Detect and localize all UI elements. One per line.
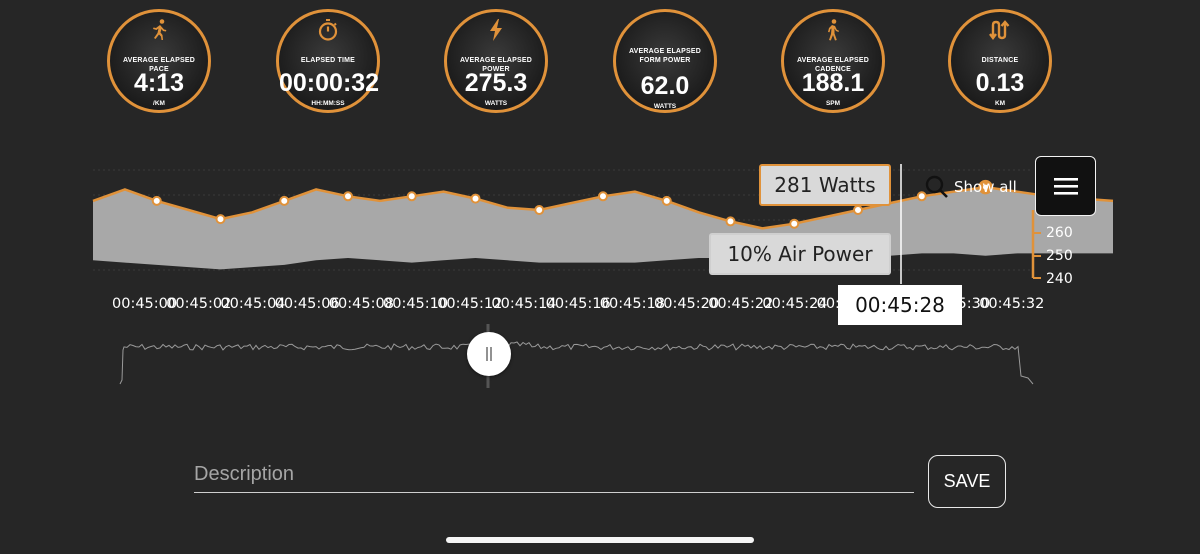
lightning-bolt-icon [447, 18, 545, 44]
x-tick-label: 00:45:04 [220, 296, 286, 312]
metric-unit: KM [994, 100, 1006, 107]
metric-value: 00:00:32 [279, 69, 380, 97]
series-tooltip: 10% Air Power [709, 233, 891, 275]
metrics-row: AVERAGE ELAPSED PACE 4:13 /KM ELAPSED TI… [0, 0, 1200, 124]
x-tick-label: 00:45:24 [762, 296, 828, 312]
show-all-button[interactable]: Show all [924, 173, 1017, 201]
x-tick-label: 00:45:32 [979, 296, 1045, 312]
metric-unit: /KM [153, 100, 165, 107]
y-tick-label: 260 [1046, 225, 1073, 241]
metric-label: AVERAGE ELAPSED POWER [459, 57, 533, 73]
walking-person-icon [784, 18, 882, 44]
chart-menu-button[interactable] [1035, 156, 1096, 216]
metric-unit: WATTS [484, 100, 508, 107]
data-point[interactable] [789, 218, 800, 229]
data-point[interactable] [725, 216, 736, 227]
metric-label: DISTANCE [981, 57, 1019, 64]
gauge-elapsed-time: ELAPSED TIME 00:00:32 HH:MM:SS [276, 9, 380, 113]
running-person-icon [110, 18, 208, 44]
stopwatch-icon [279, 18, 377, 44]
range-navigator[interactable] [110, 322, 1050, 392]
y-tick-label: 240 [1046, 271, 1073, 287]
metric-value: 62.0 [640, 72, 690, 100]
x-axis-ticks: 00:45:00 00:45:02 00:45:04 00:45:06 00:45:08… [0, 296, 1200, 316]
show-all-label: Show all [954, 178, 1017, 196]
data-point[interactable] [853, 205, 863, 215]
x-tick-label: 00:45:02 [166, 296, 232, 312]
power-points [151, 179, 1055, 229]
x-tick-label: 00:45:18 [599, 296, 665, 312]
hamburger-menu-icon [1053, 178, 1078, 195]
gauge-average-pace: AVERAGE ELAPSED PACE 4:13 /KM [107, 9, 211, 113]
data-point[interactable] [534, 205, 545, 215]
x-tick-label: 00:45:00 [112, 296, 178, 312]
gauge-average-form-power: AVERAGE ELAPSED FORM POWER 62.0 WATTS [613, 9, 717, 113]
metric-label: AVERAGE ELAPSED CADENCE [796, 57, 870, 73]
metric-value: 4:13 [133, 69, 185, 97]
description-field[interactable] [194, 459, 914, 493]
metric-label: AVERAGE ELAPSED PACE [122, 57, 196, 73]
zoom-icon [925, 175, 948, 198]
navigator-handle[interactable] [467, 332, 511, 376]
value-tooltip: 281 Watts [759, 164, 891, 206]
metric-unit: SPM [825, 100, 841, 107]
data-point[interactable] [598, 191, 608, 202]
home-indicator[interactable] [446, 537, 754, 543]
metric-value: 188.1 [801, 69, 865, 97]
save-button[interactable]: SAVE [928, 455, 1006, 508]
highlighted-point-center [983, 184, 988, 190]
metric-unit: WATTS [653, 103, 677, 110]
data-point[interactable] [661, 195, 672, 206]
time-tooltip: 00:45:28 [838, 285, 962, 325]
description-input[interactable] [194, 459, 914, 486]
power-area-chart[interactable] [0, 0, 1200, 300]
x-tick-label: 00:45:20 [654, 296, 720, 312]
data-point[interactable] [279, 195, 290, 206]
metric-value: 0.13 [975, 69, 1025, 97]
gauge-distance: DISTANCE 0.13 KM [948, 9, 1052, 113]
data-point[interactable] [406, 191, 417, 202]
data-point[interactable] [151, 195, 162, 206]
distance-arrows-icon [951, 18, 1049, 44]
metric-unit: HH:MM:SS [311, 100, 345, 107]
x-tick-label: 00:45:14 [491, 296, 557, 312]
metric-value: 275.3 [464, 69, 528, 97]
gauge-average-cadence: AVERAGE ELAPSED CADENCE 188.1 SPM [781, 9, 885, 113]
grip-icon [486, 347, 492, 361]
navigator-series [119, 341, 1034, 385]
x-tick-label: 00:45:12 [437, 296, 503, 312]
gauge-average-power: AVERAGE ELAPSED POWER 275.3 WATTS [444, 9, 548, 113]
y-axis-bar [1031, 210, 1041, 279]
x-tick-label: 00:45:06 [274, 296, 340, 312]
data-point[interactable] [916, 191, 927, 202]
x-tick-label: 00:45:16 [545, 296, 611, 312]
data-point[interactable] [215, 214, 226, 225]
data-point[interactable] [470, 193, 481, 204]
data-point[interactable] [343, 191, 353, 202]
metric-label: AVERAGE ELAPSED FORM POWER [628, 48, 702, 64]
x-tick-label: 00:45:22 [708, 296, 774, 312]
metric-label: ELAPSED TIME [300, 57, 356, 64]
x-tick-label: 00:45:08 [328, 296, 394, 312]
x-tick-label: 00:45:10 [383, 296, 449, 312]
y-tick-label: 250 [1046, 248, 1073, 264]
